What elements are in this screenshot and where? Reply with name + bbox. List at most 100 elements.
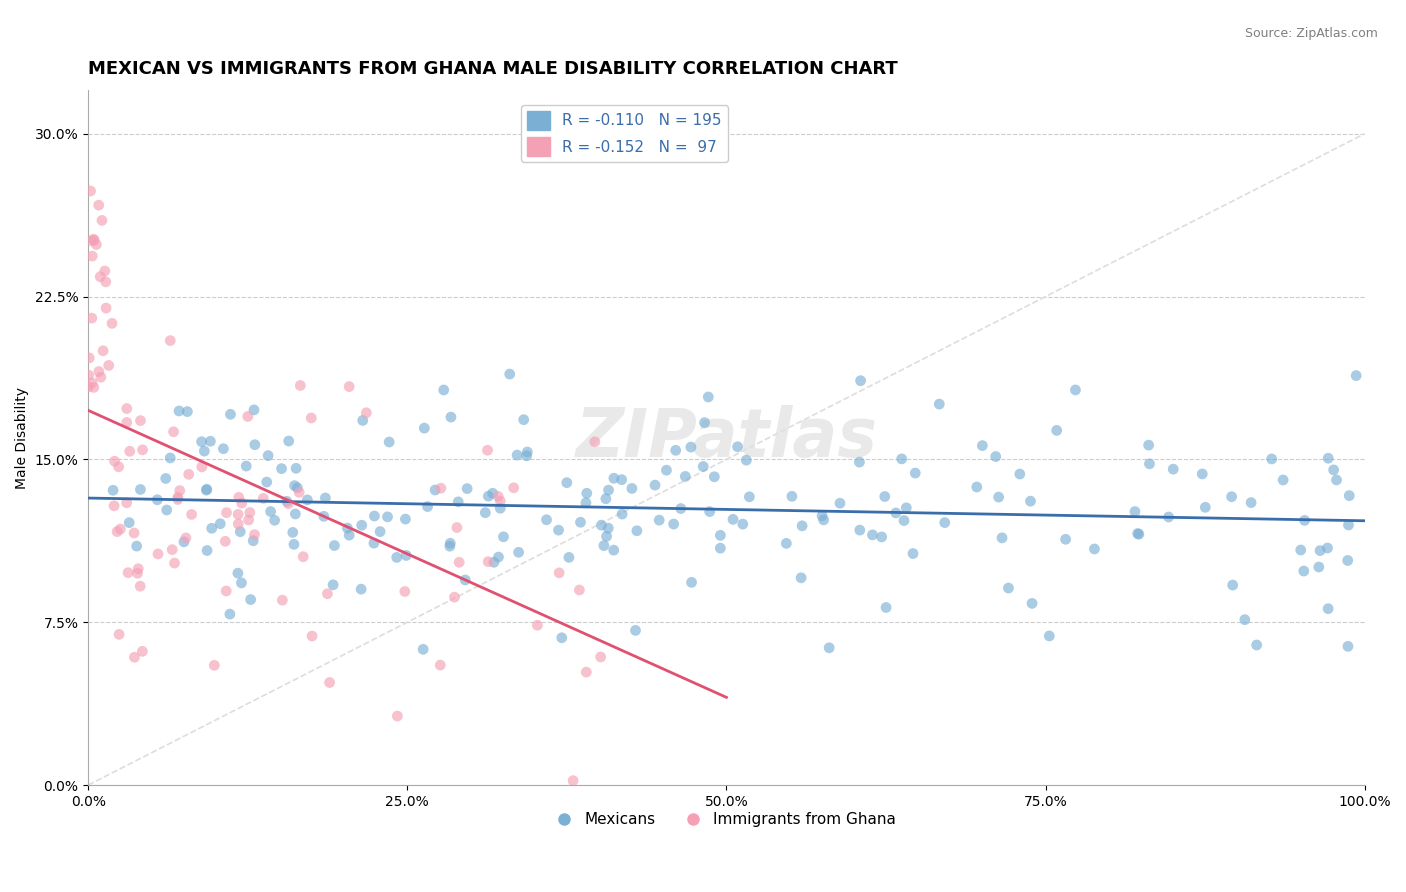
Mexicans <box>200 434 222 449</box>
Immigrants from Ghana <box>87 365 110 379</box>
Mexicans <box>811 508 834 523</box>
Mexicans <box>129 483 152 497</box>
Mexicans <box>243 438 266 452</box>
Mexicans <box>575 486 598 500</box>
Mexicans <box>1316 541 1339 555</box>
Mexicans <box>1128 527 1150 541</box>
Immigrants from Ghana <box>292 549 315 564</box>
Mexicans <box>1339 489 1361 503</box>
Immigrants from Ghana <box>131 644 153 658</box>
Immigrants from Ghana <box>174 531 197 545</box>
Immigrants from Ghana <box>430 481 453 495</box>
Mexicans <box>692 459 714 474</box>
Immigrants from Ghana <box>110 522 132 536</box>
Immigrants from Ghana <box>167 490 190 504</box>
Mexicans <box>488 549 510 564</box>
Mexicans <box>1191 467 1213 481</box>
Mexicans <box>928 397 950 411</box>
Mexicans <box>848 455 870 469</box>
Mexicans <box>350 582 373 596</box>
Immigrants from Ghana <box>583 434 606 449</box>
Mexicans <box>506 448 529 462</box>
Mexicans <box>235 458 257 473</box>
Immigrants from Ghana <box>131 442 153 457</box>
Mexicans <box>516 449 538 463</box>
Mexicans <box>735 453 758 467</box>
Immigrants from Ghana <box>238 513 260 527</box>
Immigrants from Ghana <box>77 351 100 365</box>
Mexicans <box>336 521 359 535</box>
Immigrants from Ghana <box>231 496 253 510</box>
Mexicans <box>284 507 307 521</box>
Mexicans <box>709 541 731 556</box>
Mexicans <box>1346 368 1368 383</box>
Immigrants from Ghana <box>77 368 100 383</box>
Immigrants from Ghana <box>387 709 409 723</box>
Mexicans <box>454 573 477 587</box>
Mexicans <box>1326 473 1348 487</box>
Immigrants from Ghana <box>449 555 471 569</box>
Mexicans <box>699 505 721 519</box>
Immigrants from Ghana <box>177 467 200 482</box>
Mexicans <box>477 489 499 503</box>
Immigrants from Ghana <box>191 459 214 474</box>
Immigrants from Ghana <box>277 497 299 511</box>
Mexicans <box>118 516 141 530</box>
Mexicans <box>201 521 224 535</box>
Mexicans <box>901 547 924 561</box>
Immigrants from Ghana <box>94 275 117 289</box>
Immigrants from Ghana <box>115 496 138 510</box>
Mexicans <box>276 494 298 508</box>
Mexicans <box>242 533 264 548</box>
Immigrants from Ghana <box>159 334 181 348</box>
Mexicans <box>1126 526 1149 541</box>
Mexicans <box>413 421 436 435</box>
Mexicans <box>1194 500 1216 515</box>
Mexicans <box>212 442 235 456</box>
Mexicans <box>648 513 671 527</box>
Immigrants from Ghana <box>290 378 312 392</box>
Immigrants from Ghana <box>94 264 117 278</box>
Mexicans <box>818 640 841 655</box>
Immigrants from Ghana <box>160 542 183 557</box>
Mexicans <box>352 413 374 427</box>
Immigrants from Ghana <box>443 590 465 604</box>
Immigrants from Ghana <box>356 406 378 420</box>
Mexicans <box>972 439 994 453</box>
Immigrants from Ghana <box>301 629 323 643</box>
Immigrants from Ghana <box>239 506 262 520</box>
Mexicans <box>679 440 702 454</box>
Mexicans <box>231 575 253 590</box>
Mexicans <box>1246 638 1268 652</box>
Mexicans <box>595 491 617 506</box>
Mexicans <box>195 483 218 497</box>
Mexicans <box>849 374 872 388</box>
Immigrants from Ghana <box>228 491 250 505</box>
Mexicans <box>862 528 884 542</box>
Immigrants from Ghana <box>562 773 585 788</box>
Mexicans <box>875 600 897 615</box>
Mexicans <box>655 463 678 477</box>
Mexicans <box>870 530 893 544</box>
Immigrants from Ghana <box>202 658 225 673</box>
Mexicans <box>226 566 249 581</box>
Mexicans <box>1157 510 1180 524</box>
Immigrants from Ghana <box>86 237 108 252</box>
Mexicans <box>709 528 731 542</box>
Mexicans <box>780 489 803 503</box>
Mexicans <box>555 475 578 490</box>
Mexicans <box>1294 513 1316 527</box>
Immigrants from Ghana <box>107 459 129 474</box>
Mexicans <box>703 469 725 483</box>
Mexicans <box>1337 640 1360 654</box>
Mexicans <box>263 513 285 527</box>
Immigrants from Ghana <box>526 618 548 632</box>
Mexicans <box>603 543 626 558</box>
Immigrants from Ghana <box>568 582 591 597</box>
Mexicans <box>190 434 212 449</box>
Immigrants from Ghana <box>180 508 202 522</box>
Mexicans <box>516 445 538 459</box>
Mexicans <box>693 416 716 430</box>
Mexicans <box>828 496 851 510</box>
Immigrants from Ghana <box>446 520 468 534</box>
